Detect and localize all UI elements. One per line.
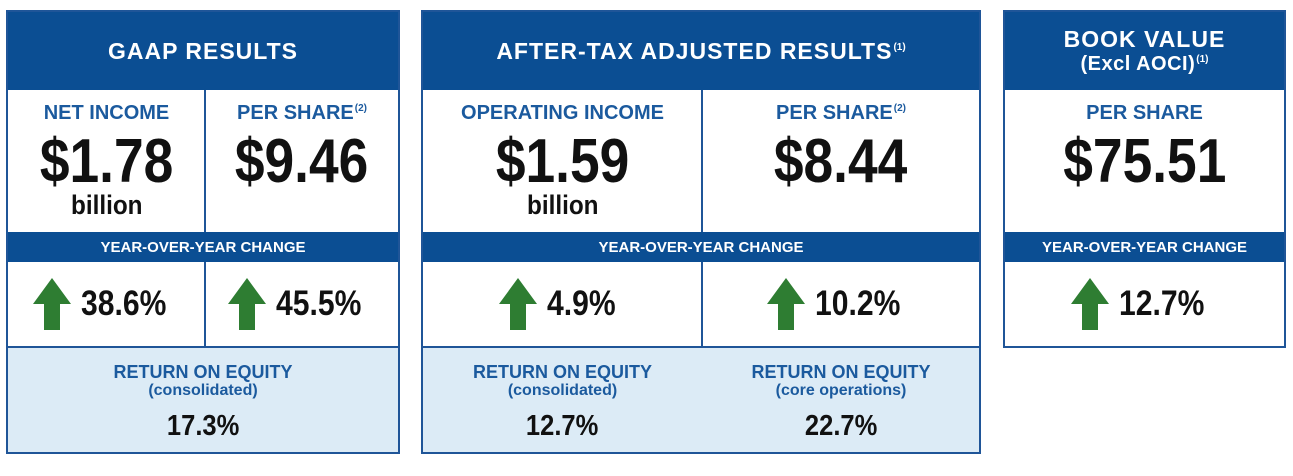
net-income-value: $1.78 <box>39 127 174 196</box>
gaap-roe: RETURN ON EQUITY (consolidated) 17.3% <box>8 362 398 444</box>
book-value-per-share-label: PER SHARE <box>1086 102 1203 124</box>
book-value-yoy-band: YEAR-OVER-YEAR CHANGE <box>1005 232 1284 262</box>
book-value-per-share-cell: PER SHARE $75.51 <box>1005 90 1284 232</box>
up-arrow-icon <box>498 278 537 330</box>
up-arrow-icon <box>767 278 806 330</box>
operating-income-cell: OPERATING INCOME $1.59 billion <box>423 90 702 232</box>
up-arrow-icon <box>32 278 71 330</box>
operating-income-label: OPERATING INCOME <box>461 102 664 124</box>
divider <box>701 262 703 346</box>
roe-core-subtitle: (core operations) <box>775 382 907 399</box>
book-value-change-value: 12.7% <box>1118 284 1205 323</box>
adjusted-results-panel: AFTER-TAX ADJUSTED RESULTS(1) OPERATING … <box>421 10 981 454</box>
adjusted-yoy-band: YEAR-OVER-YEAR CHANGE <box>423 232 979 262</box>
roe-consolidated-title: RETURN ON EQUITY <box>472 362 652 382</box>
up-arrow-icon <box>1070 278 1109 330</box>
roe-core-title: RETURN ON EQUITY <box>751 362 931 382</box>
adjusted-results-title: AFTER-TAX ADJUSTED RESULTS <box>496 38 893 64</box>
net-income-change: 38.6% <box>8 262 205 346</box>
adjusted-roe-section: RETURN ON EQUITY (consolidated) 12.7% RE… <box>423 346 979 452</box>
gaap-roe-section: RETURN ON EQUITY (consolidated) 17.3% <box>8 346 398 452</box>
divider <box>204 90 206 232</box>
net-income-cell: NET INCOME $1.78 billion <box>8 90 205 232</box>
operating-income-change-value: 4.9% <box>546 284 616 323</box>
operating-income-change: 4.9% <box>423 262 702 346</box>
adjusted-title-note: (1) <box>893 42 906 54</box>
roe-consolidated-subtitle: (consolidated) <box>507 382 618 399</box>
up-arrow-icon <box>228 278 267 330</box>
book-value-header: BOOK VALUE (Excl AOCI)(1) <box>1005 12 1284 90</box>
book-value-note: (1) <box>1196 54 1209 66</box>
book-value-per-share-value: $75.51 <box>1062 127 1227 196</box>
gaap-per-share-change-value: 45.5% <box>276 284 362 323</box>
roe-consolidated-value: 12.7% <box>526 410 599 442</box>
gaap-per-share-label: PER SHARE <box>237 102 354 124</box>
gaap-per-share-change: 45.5% <box>206 262 398 346</box>
gaap-per-share-note: (2) <box>354 103 367 115</box>
adjusted-per-share-cell: PER SHARE(2) $8.44 <box>703 90 979 232</box>
gaap-roe-value: 17.3% <box>166 410 240 442</box>
adjusted-per-share-change: 10.2% <box>703 262 979 346</box>
gaap-results-panel: GAAP RESULTS NET INCOME $1.78 billion PE… <box>6 10 400 454</box>
net-income-unit: billion <box>70 190 143 220</box>
gaap-roe-title: RETURN ON EQUITY <box>113 362 293 382</box>
divider <box>701 90 703 232</box>
gaap-yoy-band: YEAR-OVER-YEAR CHANGE <box>8 232 398 262</box>
book-value-panel: BOOK VALUE (Excl AOCI)(1) PER SHARE $75.… <box>1003 10 1286 348</box>
adjusted-per-share-change-value: 10.2% <box>815 284 901 323</box>
roe-core-value: 22.7% <box>804 410 878 442</box>
book-value-title: BOOK VALUE <box>1063 26 1226 52</box>
operating-income-unit: billion <box>526 190 599 220</box>
adjusted-roe-consolidated: RETURN ON EQUITY (consolidated) 12.7% <box>423 362 702 444</box>
gaap-roe-subtitle: (consolidated) <box>148 382 258 399</box>
adjusted-per-share-note: (2) <box>893 103 906 115</box>
divider <box>204 262 206 346</box>
net-income-change-value: 38.6% <box>80 284 167 323</box>
book-value-change: 12.7% <box>1005 262 1284 346</box>
gaap-per-share-value: $9.46 <box>235 127 369 196</box>
net-income-label: NET INCOME <box>43 102 170 124</box>
gaap-results-title: GAAP RESULTS <box>107 38 299 64</box>
adjusted-results-header: AFTER-TAX ADJUSTED RESULTS(1) <box>423 12 979 90</box>
gaap-results-header: GAAP RESULTS <box>8 12 398 90</box>
book-value-subtitle: (Excl AOCI) <box>1080 53 1196 75</box>
adjusted-per-share-label: PER SHARE <box>776 102 893 124</box>
adjusted-per-share-value: $8.44 <box>774 127 908 196</box>
gaap-per-share-cell: PER SHARE(2) $9.46 <box>206 90 398 232</box>
adjusted-roe-core: RETURN ON EQUITY (core operations) 22.7% <box>703 362 979 444</box>
operating-income-value: $1.59 <box>495 127 630 196</box>
